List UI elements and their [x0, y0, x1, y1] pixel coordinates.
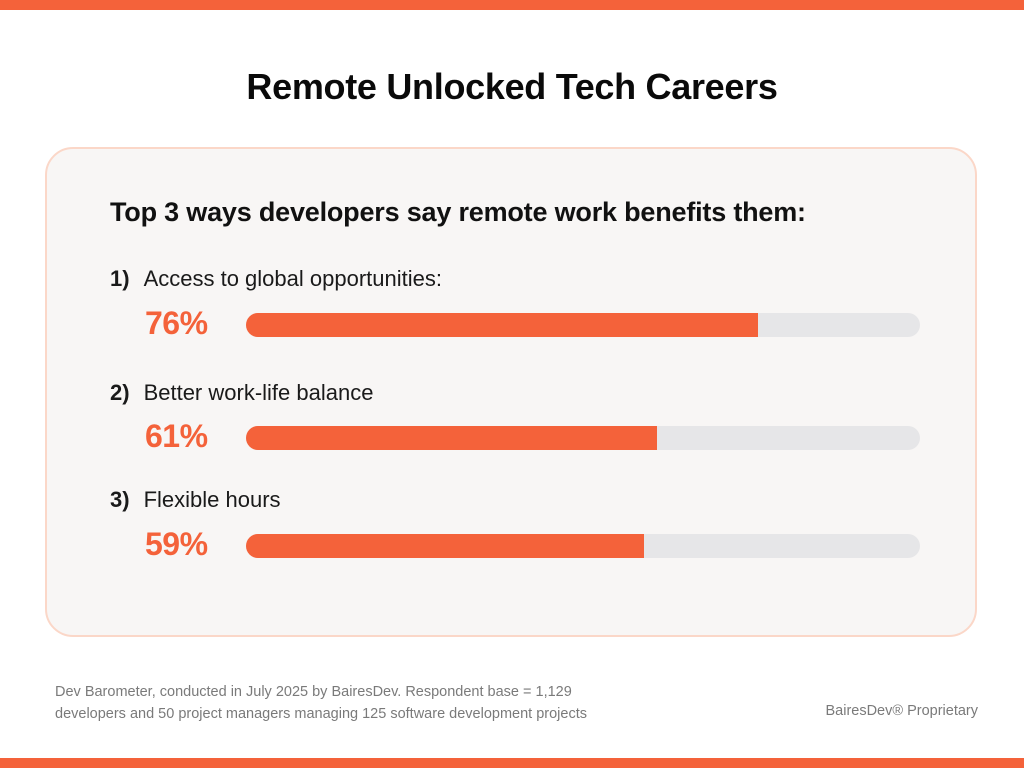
bar-track-3: [246, 534, 920, 558]
source-footnote: Dev Barometer, conducted in July 2025 by…: [55, 681, 587, 725]
footnote-line-1: Dev Barometer, conducted in July 2025 by…: [55, 684, 572, 700]
bar-label-1: 1) Access to global opportunities:: [110, 266, 442, 292]
bar-number-2: 2): [110, 380, 130, 405]
bar-number-3: 3): [110, 487, 130, 512]
top-accent-stripe: [0, 0, 1024, 10]
bar-category-1: Access to global opportunities:: [143, 266, 442, 291]
bar-label-3: 3) Flexible hours: [110, 487, 281, 513]
bar-track-2: [246, 426, 920, 450]
chart-title: Top 3 ways developers say remote work be…: [110, 197, 806, 227]
proprietary-notice: BairesDev® Proprietary: [825, 703, 978, 719]
bar-value-label-3: 59%: [145, 526, 208, 562]
bar-label-2: 2) Better work-life balance: [110, 380, 373, 406]
bar-fill-2: [246, 426, 658, 450]
bottom-accent-stripe: [0, 758, 1024, 768]
bar-fill-3: [246, 534, 644, 558]
bar-category-3: Flexible hours: [143, 487, 281, 512]
footnote-line-2: developers and 50 project managers manag…: [55, 706, 587, 722]
bar-track-1: [246, 313, 920, 337]
bar-number-1: 1): [110, 266, 130, 291]
bar-value-label-1: 76%: [145, 305, 208, 341]
bar-value-label-2: 61%: [145, 418, 208, 454]
bar-category-2: Better work-life balance: [143, 380, 374, 405]
page-title: Remote Unlocked Tech Careers: [246, 66, 778, 107]
bar-fill-1: [246, 313, 759, 337]
